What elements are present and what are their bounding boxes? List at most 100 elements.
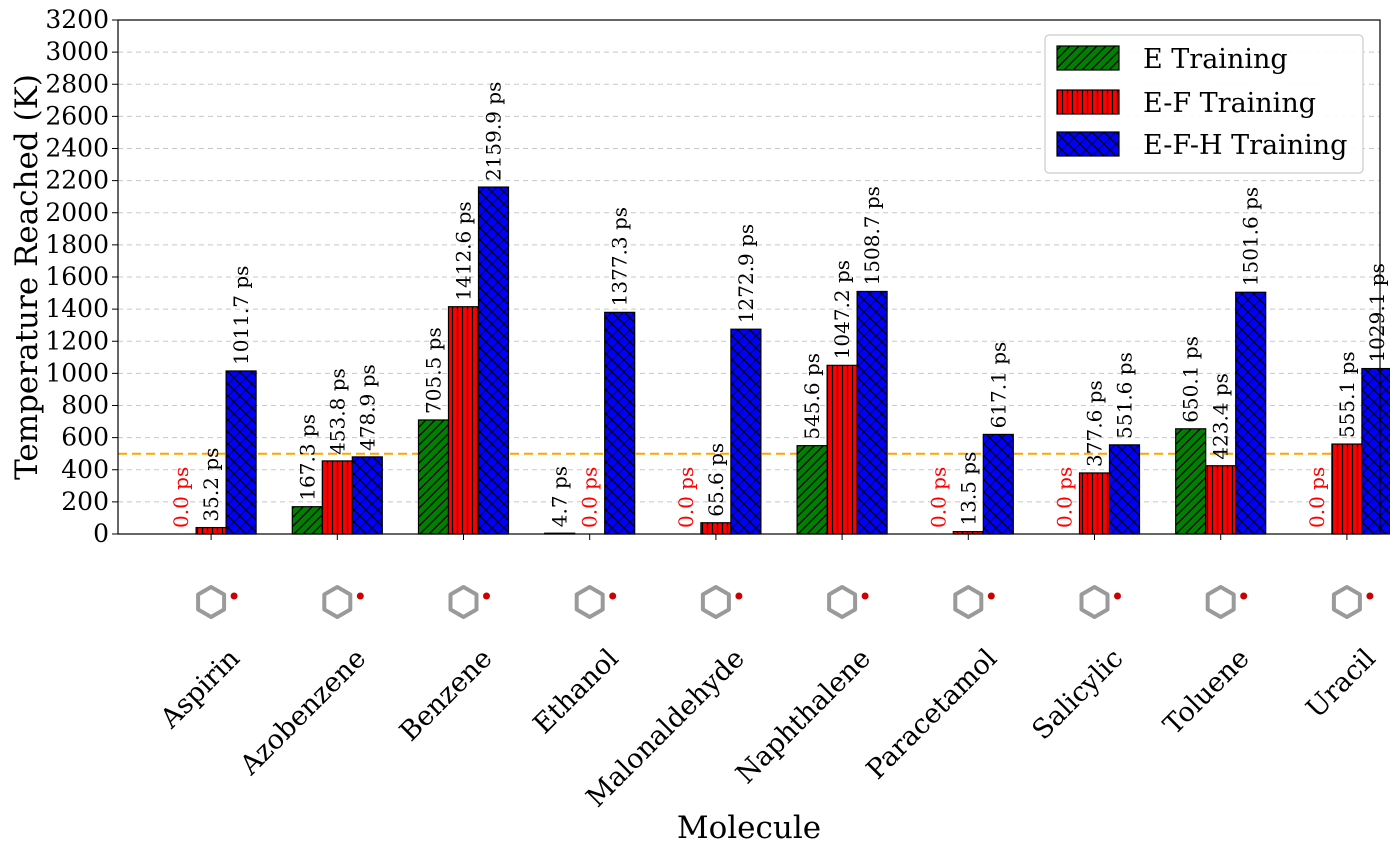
data-label: 0.0 ps <box>169 467 193 528</box>
data-label: 1272.9 ps <box>734 224 758 323</box>
category-label: Benzene <box>394 643 498 747</box>
data-label: 705.5 ps <box>422 327 446 414</box>
y-tick-label: 3000 <box>45 37 109 66</box>
y-tick-label: 800 <box>61 391 109 420</box>
bar-malonaldehyde-e-f-training <box>700 522 732 535</box>
ring-icon <box>448 585 479 619</box>
y-tick-label: 2800 <box>45 69 109 98</box>
bar-azobenzene-e-f-h-training <box>351 456 383 535</box>
bar-salicylic-e-f-h-training <box>1108 444 1141 535</box>
y-tick-label: 2400 <box>45 134 109 163</box>
molecule-icon-aspirin <box>196 585 238 619</box>
y-tick-label: 1200 <box>45 326 109 355</box>
molecule-icon-benzene <box>448 585 490 619</box>
category-label: Uracil <box>1300 643 1381 724</box>
data-label: 1508.7 ps <box>860 186 884 285</box>
data-label: 13.5 ps <box>956 452 980 526</box>
bar-ethanol-e-f-h-training <box>604 311 636 535</box>
data-label: 453.8 ps <box>325 368 349 455</box>
data-label: 35.2 ps <box>199 448 223 522</box>
ring-icon <box>1205 585 1236 619</box>
ring-icon <box>1079 585 1110 619</box>
molecule-icon-ethanol <box>574 585 617 619</box>
data-label: 377.6 ps <box>1083 380 1107 467</box>
category-label: Aspirin <box>154 643 246 735</box>
y-tick-label: 2600 <box>45 101 109 130</box>
bar-malonaldehyde-e-f-h-training <box>730 328 762 535</box>
oxygen-atom-icon <box>230 592 238 600</box>
molecule-icon-toluene <box>1205 585 1248 619</box>
bar-aspirin-e-f-training <box>195 526 227 535</box>
ring-icon <box>953 585 984 619</box>
data-label: 0.0 ps <box>674 467 698 528</box>
bar-toluene-e-training <box>1175 428 1207 535</box>
bar-benzene-e-training <box>417 419 450 535</box>
data-label: 551.6 ps <box>1113 352 1137 439</box>
data-label: 1029.1 ps <box>1365 263 1389 362</box>
legend-swatch-ef <box>1056 89 1120 115</box>
y-tick-label: 600 <box>61 423 109 452</box>
data-label: 1377.3 ps <box>608 207 632 306</box>
data-label: 545.6 ps <box>800 353 824 440</box>
y-tick-label: 1800 <box>45 230 109 259</box>
data-label: 555.1 ps <box>1335 351 1359 438</box>
bar-uracil-e-f-training <box>1331 443 1363 535</box>
bar-benzene-e-f-h-training <box>477 186 510 535</box>
molecule-icon-uracil <box>1331 585 1374 619</box>
data-label: 650.1 ps <box>1179 336 1203 423</box>
y-tick-label: 0 <box>93 519 109 548</box>
y-tick-label: 200 <box>61 487 109 516</box>
category-label: Azobenzene <box>234 643 373 782</box>
bar-naphthalene-e-f-h-training <box>856 290 888 535</box>
bar-azobenzene-e-f-training <box>321 460 353 535</box>
oxygen-atom-icon <box>356 592 364 600</box>
oxygen-atom-icon <box>1366 592 1374 600</box>
oxygen-atom-icon <box>609 592 617 600</box>
legend-label-efh: E-F-H Training <box>1143 130 1347 161</box>
ring-icon <box>322 585 353 619</box>
category-label: Naphthalene <box>730 643 877 790</box>
y-tick-label: 400 <box>61 455 109 484</box>
legend-swatch-e <box>1056 45 1120 71</box>
legend-label-ef: E-F Training <box>1143 88 1316 119</box>
bar-toluene-e-f-h-training <box>1235 291 1267 535</box>
y-tick-label: 2200 <box>45 166 109 195</box>
legend-frame <box>1044 34 1364 174</box>
category-label: Salicylic <box>1026 643 1129 746</box>
oxygen-atom-icon <box>987 592 995 600</box>
y-tick-label: 3200 <box>45 5 109 34</box>
legend-swatch-efh <box>1056 131 1120 157</box>
data-label: 167.3 ps <box>295 414 319 501</box>
data-label: 1047.2 ps <box>830 260 854 359</box>
bar-toluene-e-f-training <box>1205 465 1237 535</box>
y-tick-label: 1400 <box>45 294 109 323</box>
bar-benzene-e-f-training <box>447 306 480 535</box>
bar-naphthalene-e-f-training <box>826 364 858 535</box>
oxygen-atom-icon <box>1114 592 1121 600</box>
data-label: 617.1 ps <box>986 342 1010 429</box>
bar-salicylic-e-f-training <box>1078 472 1111 535</box>
ring-icon <box>196 585 227 619</box>
molecule-icon-salicylic <box>1079 585 1121 619</box>
oxygen-atom-icon <box>735 592 743 600</box>
data-label: 0.0 ps <box>1305 467 1329 528</box>
molecule-icon-malonaldehyde <box>700 585 743 619</box>
data-label: 4.7 ps <box>548 466 572 527</box>
oxygen-atom-icon <box>1240 592 1248 600</box>
data-label: 0.0 ps <box>926 467 950 528</box>
x-axis-title: Molecule <box>677 810 821 846</box>
data-label: 0.0 ps <box>1053 467 1077 528</box>
molecule-icon-azobenzene <box>322 585 364 619</box>
bar-uracil-e-f-h-training <box>1361 367 1390 535</box>
ring-icon <box>574 585 605 619</box>
oxygen-atom-icon <box>861 592 869 600</box>
legend: E Training E-F Training E-F-H Training <box>1044 34 1364 174</box>
bar-aspirin-e-f-h-training <box>225 370 257 535</box>
data-label: 65.6 ps <box>704 443 728 517</box>
bar-paracetamol-e-f-h-training <box>982 433 1014 535</box>
data-label: 1011.7 ps <box>229 266 253 365</box>
data-label: 423.4 ps <box>1209 373 1233 460</box>
category-label: Ethanol <box>528 643 625 740</box>
data-label: 1412.6 ps <box>452 201 476 300</box>
